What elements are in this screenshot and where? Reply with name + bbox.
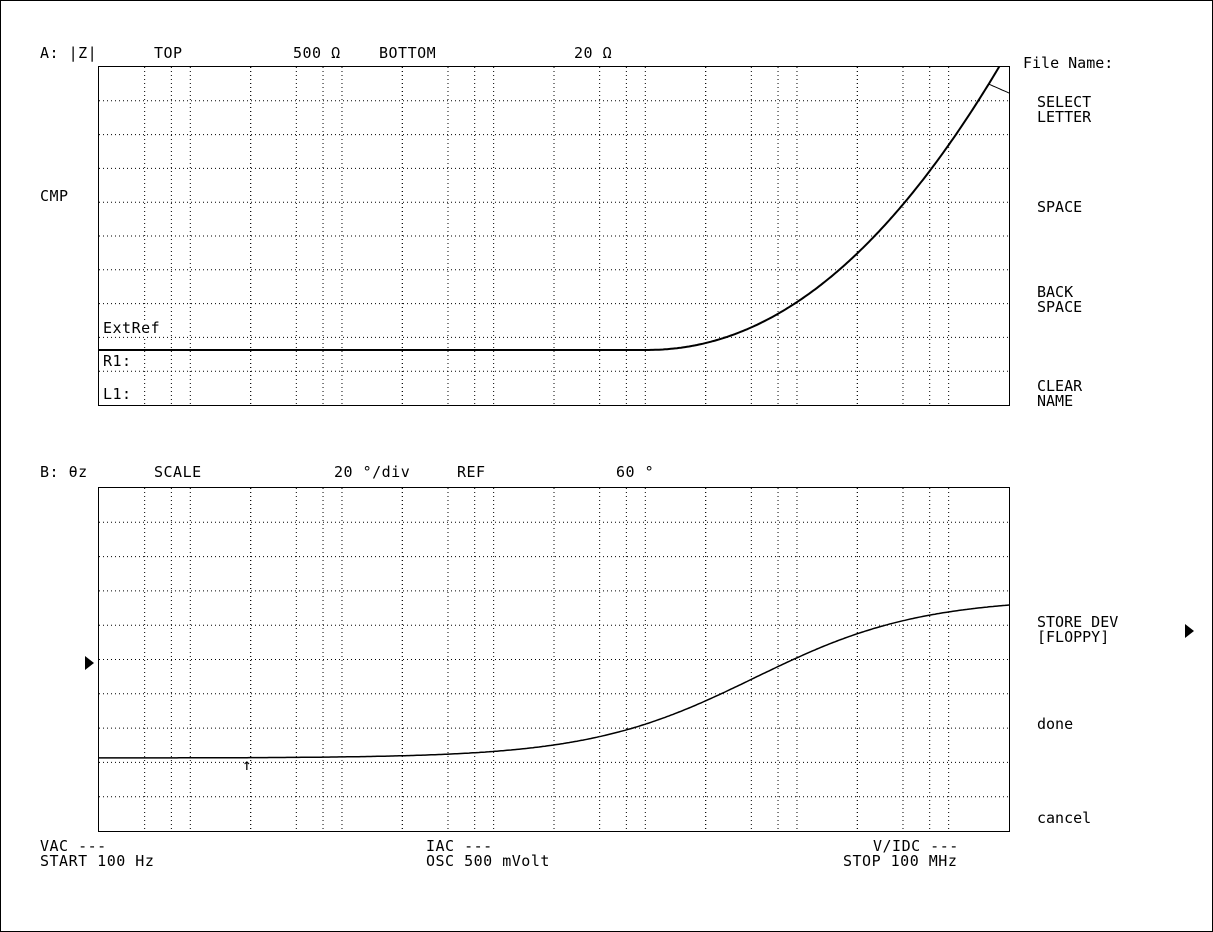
space-softkey[interactable]: SPACE <box>1037 200 1157 220</box>
cancel-label: cancel <box>1037 809 1092 827</box>
trace-a-reference <box>99 83 1009 351</box>
trace-a-top-value: 500 Ω <box>293 44 341 62</box>
cmp-label: CMP <box>40 187 69 205</box>
plot-b-canvas <box>99 488 1009 831</box>
file-name-header: File Name: <box>1023 54 1114 72</box>
ref-pointer-icon <box>85 656 94 670</box>
clear-name-softkey[interactable]: CLEAR NAME <box>1037 379 1157 415</box>
cancel-softkey[interactable]: cancel <box>1037 811 1157 831</box>
trace-a-label: A: |Z| <box>40 44 98 62</box>
select-letter-line2: LETTER <box>1037 108 1092 126</box>
trace-b-label: B: θz <box>40 463 88 481</box>
clear-name-line2: NAME <box>1037 392 1074 410</box>
vidc-label: V/IDC --- <box>873 837 959 855</box>
select-letter-line1: SELECT <box>1037 93 1092 111</box>
marker-up-arrow-icon: ↑ <box>242 755 253 774</box>
plot-a: ExtRef R1: L1: <box>98 66 1010 406</box>
back-space-line2: SPACE <box>1037 298 1083 316</box>
trace-b-measured <box>99 604 1009 759</box>
clear-name-line1: CLEAR <box>1037 377 1083 395</box>
trace-b-ref-value: 60 ° <box>616 463 655 481</box>
start-frequency: START 100 Hz <box>40 852 155 870</box>
select-letter-softkey[interactable]: SELECT LETTER <box>1037 95 1157 131</box>
iac-label: IAC --- <box>426 837 493 855</box>
plot-b: ↑ <box>98 487 1010 832</box>
space-label: SPACE <box>1037 198 1083 216</box>
r1-label: R1: <box>103 352 132 370</box>
plot-a-canvas <box>99 67 1009 405</box>
grid <box>99 488 1009 831</box>
store-dev-line2: [FLOPPY] <box>1037 628 1110 646</box>
trace-a-bottom-label: BOTTOM <box>379 44 437 62</box>
grid <box>99 67 1009 405</box>
trace-a-bottom-value: 20 Ω <box>574 44 613 62</box>
done-softkey[interactable]: done <box>1037 717 1157 737</box>
trace-a-top-label: TOP <box>154 44 183 62</box>
extref-label: ExtRef <box>103 319 161 337</box>
store-dev-more-icon <box>1185 624 1194 638</box>
trace-b-scale-value: 20 °/div <box>334 463 411 481</box>
vac-label: VAC --- <box>40 837 107 855</box>
trace-b-scale-label: SCALE <box>154 463 202 481</box>
done-label: done <box>1037 715 1074 733</box>
osc-level: OSC 500 mVolt <box>426 852 550 870</box>
stop-frequency: STOP 100 MHz <box>843 852 958 870</box>
back-space-softkey[interactable]: BACK SPACE <box>1037 285 1157 321</box>
store-dev-softkey[interactable]: STORE DEV [FLOPPY] <box>1037 615 1197 651</box>
l1-label: L1: <box>103 385 132 403</box>
store-dev-line1: STORE DEV <box>1037 613 1119 631</box>
trace-b-ref-label: REF <box>457 463 486 481</box>
back-space-line1: BACK <box>1037 283 1074 301</box>
